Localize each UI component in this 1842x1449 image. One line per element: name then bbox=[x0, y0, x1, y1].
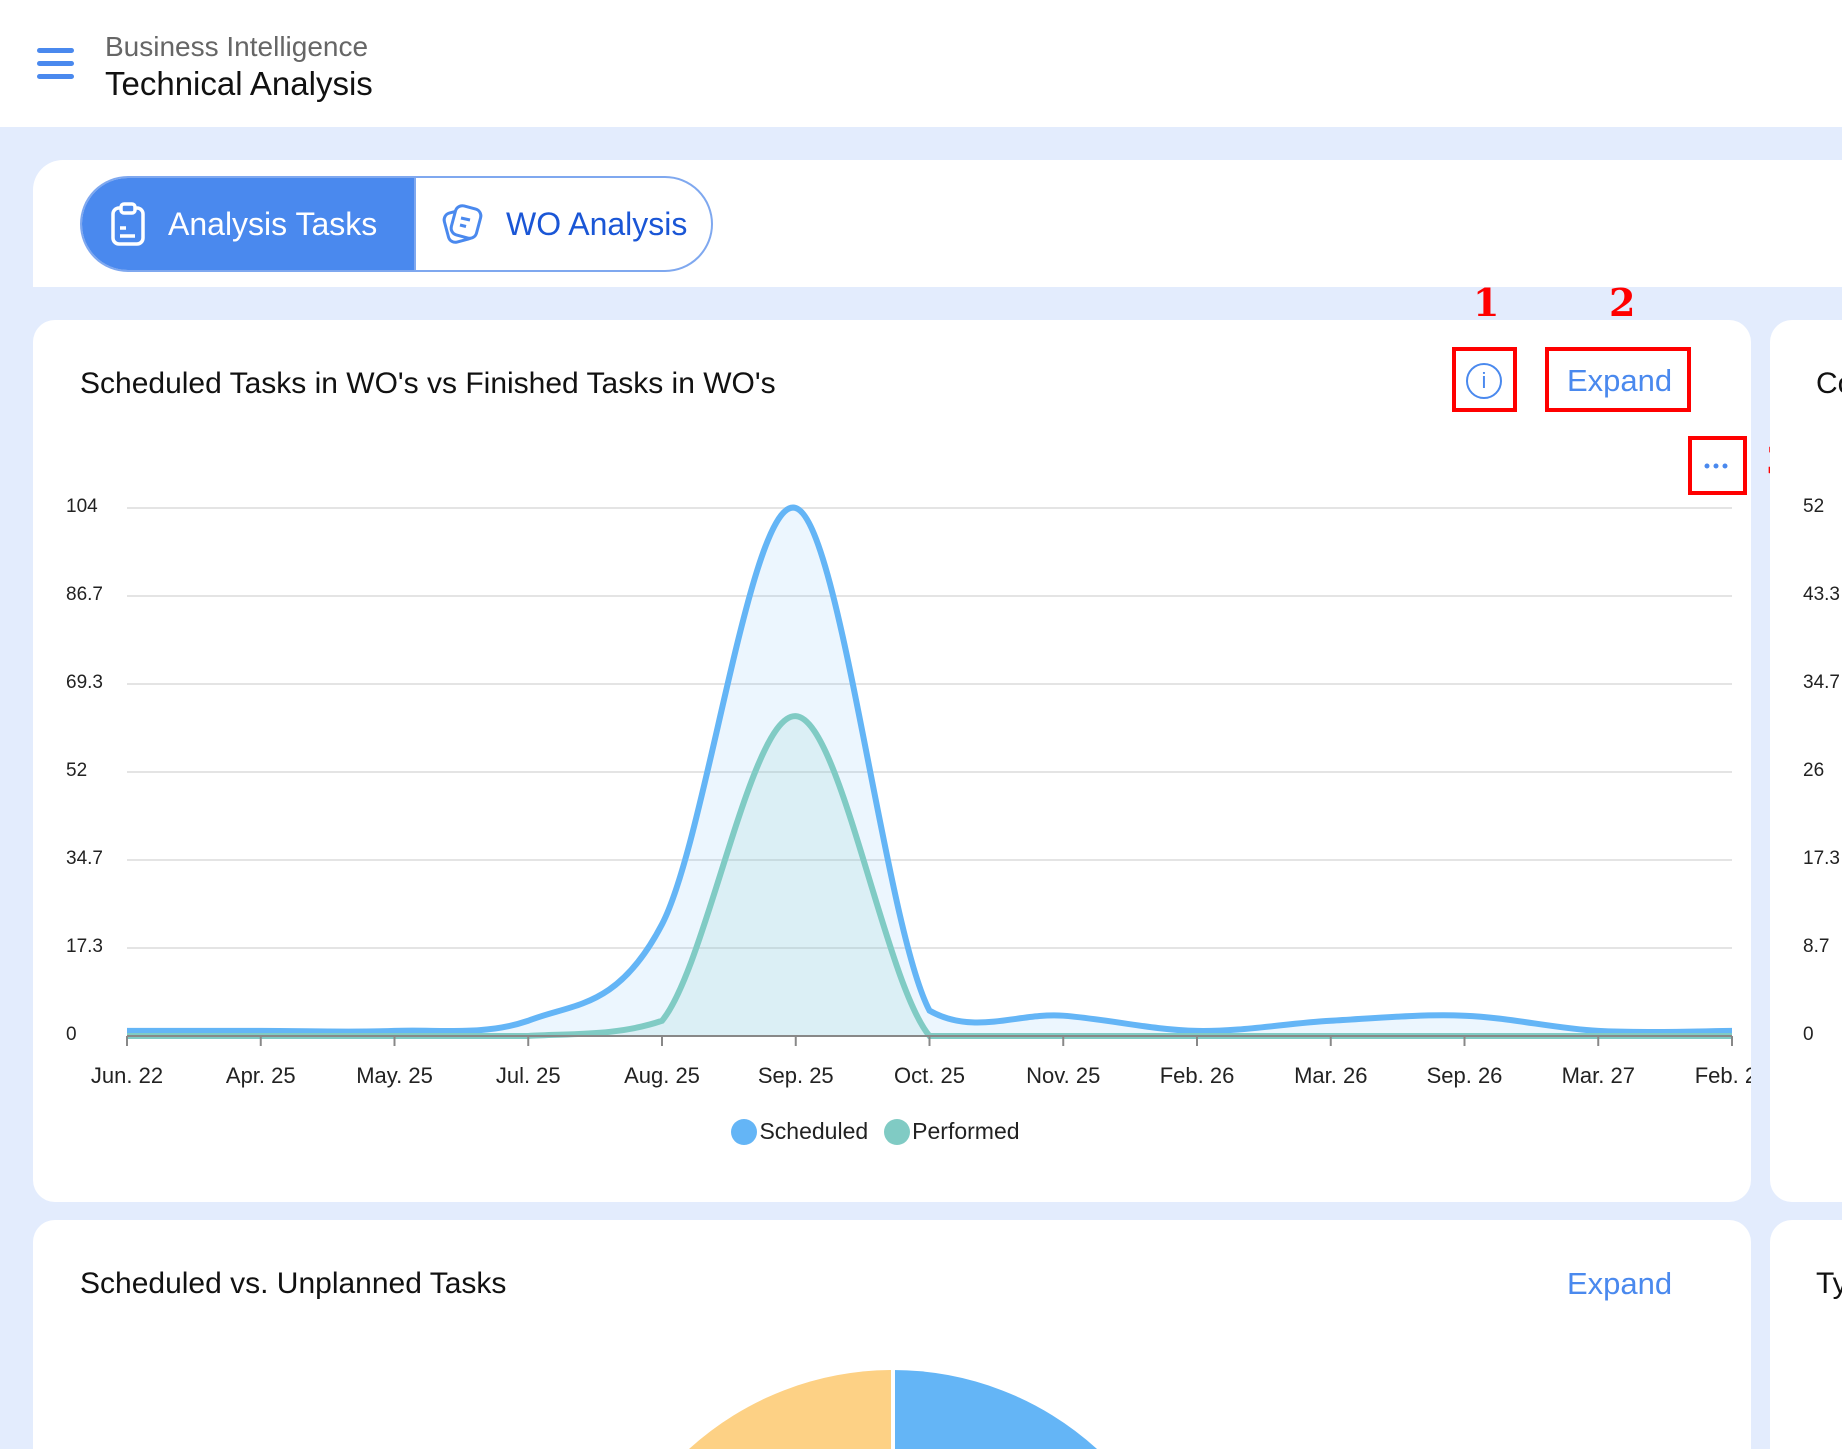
annotation-box-2 bbox=[1545, 347, 1691, 412]
y-tick-label: 17.3 bbox=[1803, 848, 1840, 869]
x-tick-label: Mar. 27 bbox=[1561, 1063, 1635, 1088]
x-tick-label: Jul. 25 bbox=[495, 1063, 561, 1088]
right-chart-card: Co 0 8.7 17.3 26 34.7 43.3 52 bbox=[1770, 320, 1842, 1202]
y-tick-label: 34.7 bbox=[66, 848, 103, 869]
legend-item-performed[interactable]: Performed bbox=[884, 1118, 1020, 1145]
x-tick-label: Apr. 25 bbox=[225, 1063, 296, 1088]
y-tick-label: 52 bbox=[1803, 496, 1825, 517]
right-card-2: Ty bbox=[1770, 1220, 1842, 1449]
pie-expand-button[interactable]: Expand bbox=[1567, 1266, 1673, 1301]
tab-wo-analysis[interactable]: WO Analysis bbox=[414, 178, 711, 270]
right-card-2-title: Ty bbox=[1816, 1267, 1842, 1300]
clipboard-icon bbox=[111, 202, 145, 246]
annotation-label-2: 2 bbox=[1609, 280, 1636, 325]
view-toggle: Analysis Tasks WO Analysis bbox=[80, 176, 713, 272]
area-performed bbox=[127, 716, 1732, 1036]
chart-card-content: Scheduled Tasks in WO's vs Finished Task… bbox=[33, 320, 1751, 1202]
info-button[interactable]: i bbox=[1466, 363, 1502, 399]
x-tick-label: May. 25 bbox=[356, 1063, 433, 1088]
y-tick-label: 86.7 bbox=[66, 584, 103, 605]
right-card-title: Co bbox=[1816, 367, 1842, 400]
pie-chart-title: Scheduled vs. Unplanned Tasks bbox=[80, 1267, 507, 1300]
y-tick-label: 34.7 bbox=[1803, 672, 1840, 693]
chart-card bbox=[33, 320, 1751, 1202]
tab-label: Analysis Tasks bbox=[168, 205, 378, 242]
more-options-button[interactable] bbox=[1700, 456, 1734, 476]
pie-chart-card: Scheduled vs. Unplanned Tasks Expand bbox=[33, 1220, 1751, 1449]
page-title: Technical Analysis bbox=[105, 65, 373, 102]
notes-icon bbox=[442, 204, 483, 244]
hamburger-menu-icon[interactable] bbox=[37, 48, 74, 80]
x-tick-label: Nov. 25 bbox=[1026, 1063, 1101, 1088]
annotation-label-1: 1 bbox=[1473, 280, 1500, 325]
app-subtitle: Business Intelligence bbox=[105, 31, 369, 62]
chart-legend: Scheduled Performed bbox=[0, 1118, 1751, 1145]
legend-item-scheduled[interactable]: Scheduled bbox=[731, 1118, 868, 1145]
line-chart bbox=[126, 504, 1733, 1046]
annotation-box-1 bbox=[1452, 347, 1517, 412]
tab-analysis-tasks[interactable]: Analysis Tasks bbox=[82, 178, 414, 270]
pie-slice-scheduled[interactable] bbox=[893, 1370, 1097, 1449]
line-scheduled[interactable] bbox=[127, 504, 1733, 1036]
x-tick-label: Aug. 25 bbox=[624, 1063, 700, 1088]
x-tick-label: Oct. 25 bbox=[894, 1063, 965, 1088]
x-tick-label: Feb. 27 bbox=[1694, 1063, 1751, 1088]
y-tick-label: 8.7 bbox=[1803, 936, 1830, 957]
line-performed[interactable] bbox=[127, 713, 1732, 1039]
legend-label: Scheduled bbox=[759, 1118, 869, 1144]
legend-dot-icon bbox=[884, 1118, 911, 1145]
x-tick-label: Mar. 26 bbox=[1294, 1063, 1368, 1088]
chart-area: 0 17.3 34.7 52 69.3 86.7 104 Jun. 22 Apr. 25 May… bbox=[0, 496, 1751, 1145]
legend-dot-icon bbox=[731, 1118, 758, 1145]
y-tick-label: 0 bbox=[66, 1024, 77, 1045]
x-tick-label: Jun. 22 bbox=[90, 1063, 164, 1088]
annotation-box-3 bbox=[1688, 436, 1747, 495]
x-tick-label: Sep. 26 bbox=[1426, 1063, 1503, 1088]
legend-label: Performed bbox=[912, 1118, 1020, 1144]
y-tick-label: 26 bbox=[1803, 760, 1825, 781]
pie-slice-unplanned[interactable] bbox=[689, 1370, 893, 1449]
y-tick-label: 0 bbox=[1803, 1024, 1814, 1045]
y-tick-label: 69.3 bbox=[66, 672, 103, 693]
info-icon: i bbox=[1481, 368, 1487, 393]
more-horizontal-icon bbox=[1704, 463, 1728, 469]
y-tick-label: 17.3 bbox=[66, 936, 103, 957]
app-header: Business Intelligence Technical Analysis bbox=[0, 0, 1842, 127]
x-tick-label: Feb. 26 bbox=[1159, 1063, 1235, 1088]
x-tick-label: Sep. 25 bbox=[757, 1063, 834, 1088]
expand-button[interactable]: Expand bbox=[1567, 363, 1673, 398]
pie-chart bbox=[689, 1370, 1097, 1449]
y-tick-label: 52 bbox=[66, 760, 88, 781]
y-tick-label: 43.3 bbox=[1803, 584, 1840, 605]
y-tick-label: 104 bbox=[66, 496, 98, 517]
tab-label: WO Analysis bbox=[506, 205, 688, 242]
chart-title: Scheduled Tasks in WO's vs Finished Task… bbox=[80, 367, 776, 400]
